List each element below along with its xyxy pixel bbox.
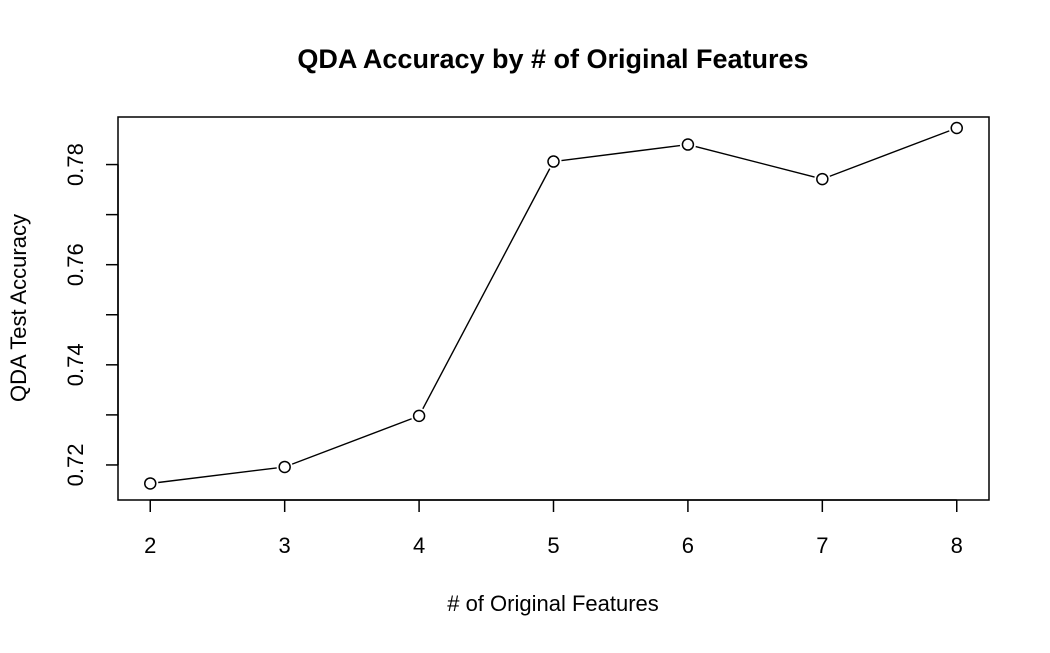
data-point	[950, 121, 963, 135]
y-tick-label: 0.74	[63, 343, 88, 386]
series-line-segment	[422, 168, 551, 410]
data-point	[547, 155, 560, 168]
y-tick-label: 0.78	[63, 143, 88, 186]
y-tick-label: 0.72	[63, 444, 88, 487]
series-line-segment	[695, 145, 815, 178]
x-axis-label: # of Original Features	[447, 591, 659, 616]
x-axis: 2 3 4 5 6 7 8	[144, 499, 963, 558]
data-series	[144, 121, 963, 490]
x-tick-label: 3	[279, 533, 291, 558]
series-line-segment	[291, 418, 412, 465]
series-line-segment	[561, 144, 681, 162]
x-tick-label: 7	[816, 533, 828, 558]
x-tick-label: 2	[144, 533, 156, 558]
y-tick-label: 0.76	[63, 243, 88, 286]
series-line-segment	[158, 467, 277, 484]
x-tick-label: 6	[682, 533, 694, 558]
x-tick-label: 8	[951, 533, 963, 558]
chart-title: QDA Accuracy by # of Original Features	[297, 44, 808, 74]
x-tick-label: 4	[413, 533, 425, 558]
data-point	[681, 138, 695, 151]
y-axis: 0.72 0.74 0.76 0.78	[63, 143, 119, 487]
x-tick-label: 5	[547, 533, 559, 558]
y-axis-label: QDA Test Accuracy	[6, 214, 31, 402]
data-point	[278, 460, 291, 474]
series-line-segment	[829, 130, 950, 177]
data-point	[816, 172, 829, 186]
data-point	[412, 409, 426, 423]
data-point	[144, 477, 157, 490]
plot-frame	[117, 116, 990, 501]
